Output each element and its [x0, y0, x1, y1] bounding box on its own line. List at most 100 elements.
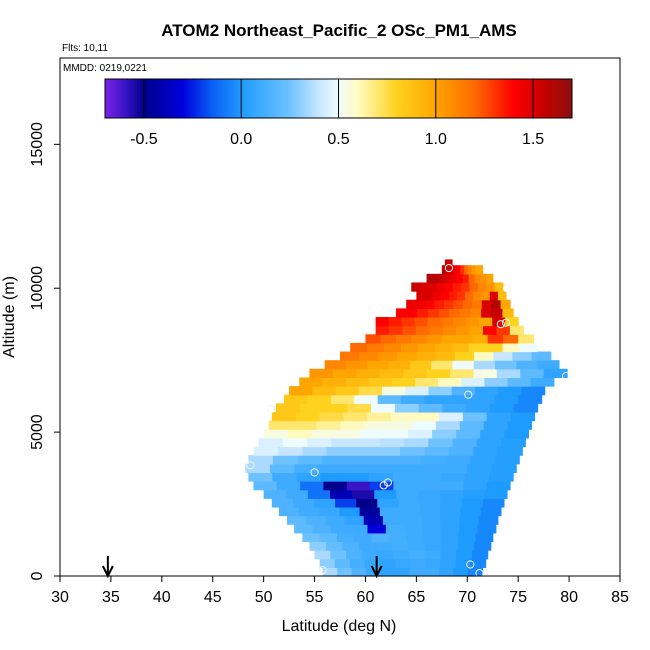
- heatmap-cell: [379, 368, 404, 379]
- heatmap-cell: [462, 411, 488, 422]
- heatmap-cells: [245, 259, 568, 577]
- heatmap-cell: [370, 481, 395, 491]
- heatmap-cell: [404, 524, 424, 534]
- heatmap-cell: [311, 429, 337, 439]
- heatmap-cell: [403, 368, 428, 379]
- heatmap-cell: [510, 411, 536, 422]
- heatmap-cell: [401, 317, 416, 327]
- heatmap-cell: [380, 567, 396, 577]
- heatmap-cell: [411, 334, 428, 344]
- heatmap-cell: [440, 291, 450, 301]
- heatmap-cell: [498, 386, 523, 396]
- heatmap-cell: [307, 394, 332, 404]
- heatmap-cell: [314, 550, 331, 560]
- heatmap-cell: [481, 308, 493, 318]
- heatmap-cell: [428, 386, 453, 396]
- heatmap-cell: [456, 325, 471, 335]
- heatmap-cell: [427, 317, 442, 327]
- heatmap-cell: [457, 334, 473, 344]
- heatmap-cell: [507, 420, 533, 430]
- heatmap-cell: [410, 558, 426, 568]
- heatmap-cell: [438, 377, 462, 387]
- heatmap-cell: [449, 368, 474, 379]
- heatmap-cell: [489, 291, 499, 301]
- heatmap-cell: [456, 550, 473, 560]
- heatmap-cell: [377, 550, 394, 560]
- heatmap-cell: [359, 351, 379, 361]
- heatmap-cell: [424, 394, 449, 404]
- heatmap-cell: [421, 515, 441, 525]
- heatmap-cell: [248, 455, 274, 465]
- heatmap-cell: [434, 299, 445, 309]
- heatmap-cell: [414, 377, 439, 387]
- heatmap-cell: [422, 524, 442, 534]
- heatmap-cell: [440, 489, 464, 499]
- heatmap-cell: [296, 472, 322, 482]
- heatmap-cell: [346, 550, 363, 560]
- heatmap-cell: [289, 386, 313, 396]
- heatmap-cell: [412, 420, 437, 430]
- heatmap-cell: [368, 377, 393, 387]
- heatmap-cell: [343, 463, 370, 473]
- heatmap-cell: [438, 308, 450, 318]
- heatmap-cell: [346, 455, 373, 465]
- heatmap-cell: [472, 299, 483, 309]
- heatmap-cell: [320, 472, 346, 482]
- heatmap-cell: [435, 420, 461, 430]
- colorbar: -0.5 0.0 0.5 1.0 1.5: [104, 78, 573, 148]
- heatmap-cell: [474, 541, 492, 551]
- heatmap-cell: [401, 394, 426, 404]
- heatmap-cell: [495, 360, 517, 370]
- heatmap-cell: [402, 515, 422, 525]
- heatmap-cell: [424, 567, 440, 577]
- heatmap-cell: [271, 411, 297, 422]
- heatmap-cell: [475, 265, 480, 275]
- heatmap-cell: [502, 342, 521, 353]
- heatmap-cell: [393, 463, 419, 473]
- heatmap-cell: [375, 541, 393, 551]
- y-tick-label: 15000: [29, 122, 46, 167]
- heatmap-cell: [396, 308, 408, 318]
- heatmap-cell: [399, 506, 421, 517]
- heatmap-cell: [469, 282, 479, 292]
- heatmap-cell: [537, 360, 560, 370]
- heatmap-cell: [455, 558, 472, 568]
- heatmap-cell: [467, 265, 473, 275]
- heatmap-cell: [441, 541, 459, 551]
- heatmap-cell: [473, 360, 496, 370]
- heatmap-cell: [512, 351, 533, 361]
- y-tick-label: 0: [29, 571, 46, 580]
- sample-point: [246, 461, 255, 470]
- heatmap-cell: [323, 481, 348, 491]
- heatmap-cell: [426, 273, 434, 284]
- heatmap-cell: [471, 265, 476, 275]
- heatmap-cell: [275, 403, 301, 413]
- heatmap-cell: [480, 429, 505, 439]
- heatmap-cell: [426, 334, 443, 344]
- heatmap-cell: [452, 360, 475, 370]
- heatmap-cell: [448, 291, 458, 301]
- heatmap-cell: [364, 558, 381, 568]
- heatmap-cell: [452, 282, 462, 292]
- heatmap-cell: [420, 455, 446, 465]
- y-tick-label: 5000: [29, 414, 46, 450]
- sample-point: [464, 390, 473, 399]
- heatmap-cell: [462, 299, 473, 309]
- heatmap-cell: [299, 403, 325, 413]
- heatmap-cell: [431, 360, 454, 370]
- heatmap-cell: [432, 273, 440, 284]
- heatmap-cell: [454, 351, 475, 361]
- heatmap-cell: [513, 403, 539, 413]
- heatmap-cell: [334, 558, 351, 568]
- heatmap-cell: [443, 299, 454, 309]
- x-tick-label: 70: [458, 589, 476, 606]
- heatmap-cell: [502, 334, 519, 344]
- heatmap-cell: [350, 342, 368, 353]
- heatmap-cell: [324, 360, 347, 370]
- heatmap-cell: [444, 282, 454, 292]
- x-tick-label: 85: [611, 589, 629, 606]
- heatmap-cell: [461, 377, 485, 387]
- heatmap-cell: [416, 291, 426, 301]
- heatmap-cell: [429, 325, 444, 335]
- sample-point: [561, 371, 571, 381]
